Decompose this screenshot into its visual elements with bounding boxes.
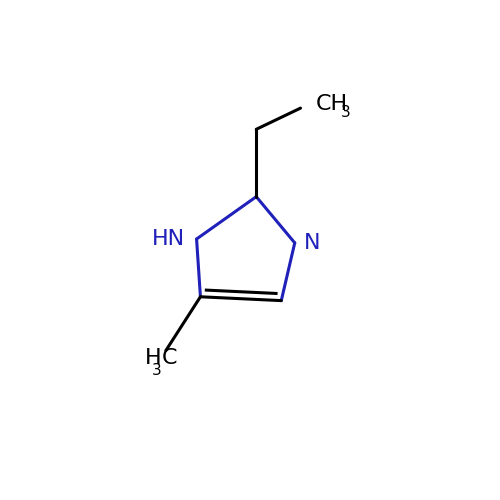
Text: HN: HN	[152, 229, 185, 249]
Text: N: N	[304, 233, 321, 253]
Text: 3: 3	[152, 363, 162, 378]
Text: C: C	[162, 348, 178, 368]
Text: CH: CH	[316, 94, 348, 114]
Text: H: H	[146, 348, 162, 368]
Text: 3: 3	[341, 105, 350, 120]
